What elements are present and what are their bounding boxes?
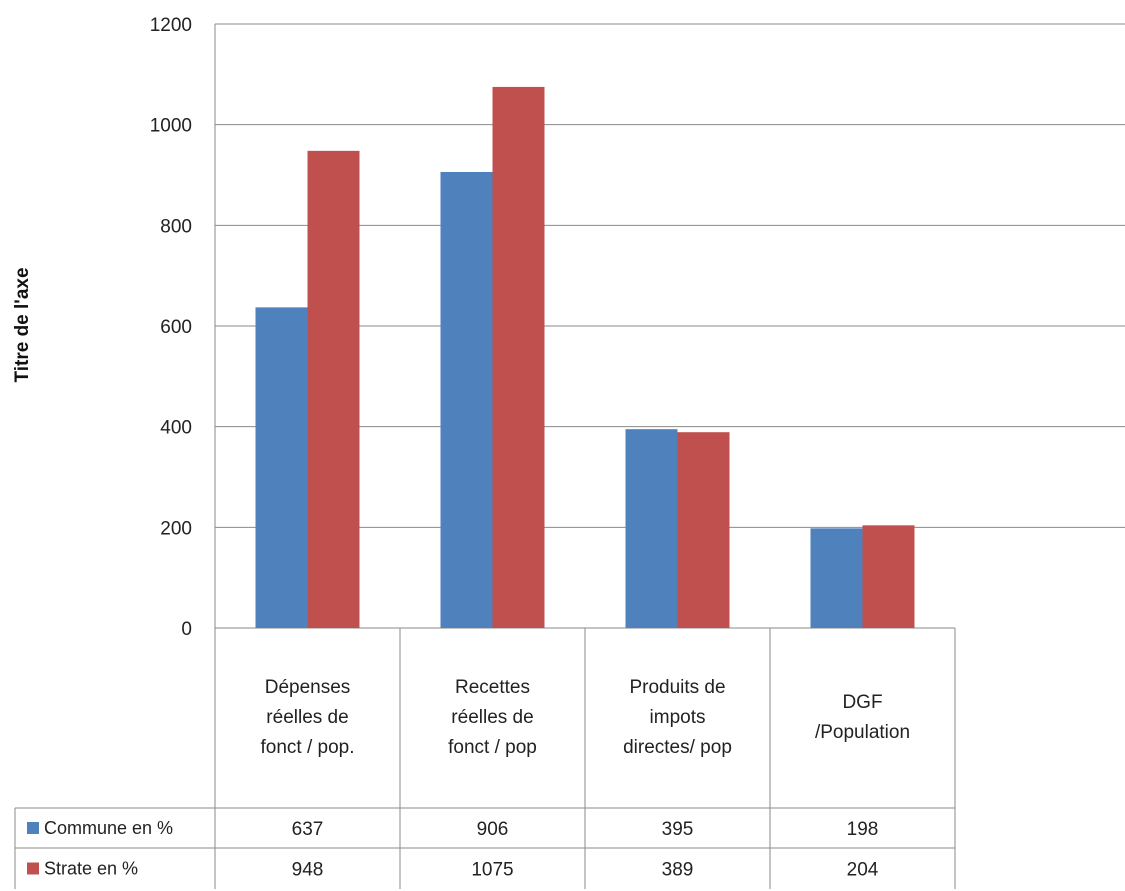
x-tick-label: Dépenses [265,677,351,698]
y-tick-label: 800 [160,216,192,237]
y-tick-label: 1000 [150,116,192,137]
x-tick-label: réelles de [451,707,533,728]
data-label: 395 [662,819,694,840]
data-label: 204 [847,860,879,881]
legend-label: Commune en % [44,818,173,838]
y-tick-label: 600 [160,317,192,338]
x-tick-label: fonct / pop [448,737,537,758]
legend-label: Strate en % [44,859,138,879]
data-label: 637 [292,819,324,840]
data-label: 1075 [471,860,513,881]
data-label: 198 [847,819,879,840]
y-tick-label: 1200 [150,15,192,36]
y-tick-labels: 0 200 400 600 800 1000 1200 [150,15,192,640]
bars [255,86,915,629]
bar [625,429,678,628]
data-label: 948 [292,860,324,881]
bar [492,86,545,628]
x-tick-label: directes/ pop [623,737,732,758]
x-tick-label: DGF [842,692,882,713]
data-table: Dépenses réelles de fonct / pop. Recettes ré… [14,628,956,889]
data-label: 906 [477,819,509,840]
legend-swatch [27,822,39,834]
y-tick-label: 400 [160,418,192,439]
x-tick-label: fonct / pop. [260,737,354,758]
x-tick-label: /Population [815,722,910,743]
y-tick-label: 200 [160,518,192,539]
x-tick-label: réelles de [266,707,348,728]
legend-swatch [27,862,39,875]
data-label: 389 [662,860,694,881]
x-tick-label: impots [650,707,706,728]
bar [440,171,493,629]
y-tick-label: 0 [181,619,192,640]
bar [810,528,863,628]
bar [307,150,360,628]
x-tick-label: Recettes [455,677,530,698]
bar [677,432,730,628]
x-tick-label: Produits de [629,677,725,698]
bar [862,525,915,628]
y-axis-label: Titre de l'axe [12,267,33,382]
bar [255,307,308,628]
grid-lines [215,23,1125,528]
